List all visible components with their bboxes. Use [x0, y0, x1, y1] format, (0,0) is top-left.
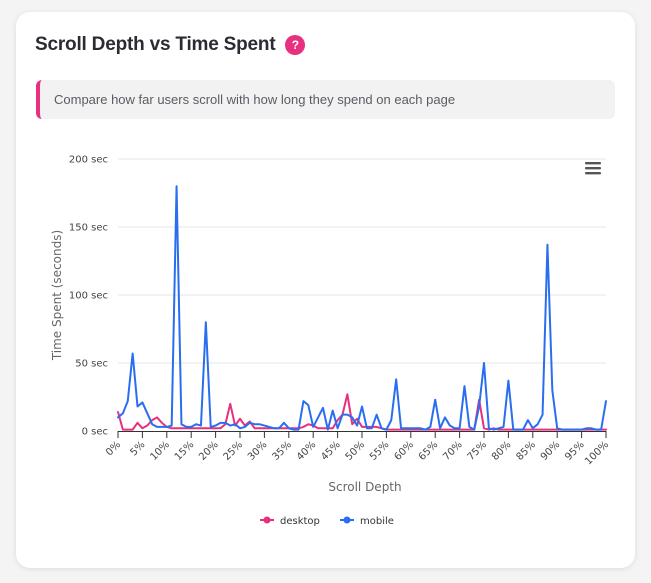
x-tick-label: 90%: [539, 439, 563, 463]
y-tick-label: 150 sec: [69, 223, 108, 234]
legend-item-desktop[interactable]: desktop: [260, 516, 320, 527]
x-tick-label: 80%: [490, 439, 514, 463]
x-tick-label: 25%: [222, 439, 246, 463]
y-tick-label: 200 sec: [69, 155, 108, 166]
x-tick-label: 55%: [368, 439, 392, 463]
legend: desktop mobile: [260, 516, 394, 527]
x-tick-label: 35%: [270, 439, 294, 463]
x-tick-label: 5%: [129, 439, 148, 458]
x-tick-label: 45%: [319, 439, 343, 463]
x-tick-label: 15%: [173, 439, 197, 463]
series-lines: [117, 185, 607, 431]
y-tick-label: 50 sec: [75, 359, 108, 370]
series-line-desktop: [117, 393, 607, 431]
y-tick-label: 0 sec: [82, 427, 108, 438]
x-tick-label: 85%: [514, 439, 538, 463]
x-tick-label: 30%: [246, 439, 270, 463]
series-line-mobile: [117, 185, 607, 431]
help-icon[interactable]: ?: [285, 35, 306, 55]
x-tick-label: 100%: [583, 439, 611, 467]
x-tick-label: 20%: [197, 439, 221, 463]
x-tick-label: 75%: [466, 439, 490, 463]
legend-label-mobile: mobile: [360, 516, 394, 527]
hamburger-menu-icon[interactable]: [580, 156, 604, 180]
x-tick-label: 50%: [344, 439, 368, 463]
x-tick-label: 10%: [148, 439, 172, 463]
x-tick-label: 60%: [392, 439, 416, 463]
legend-marker-mobile: [343, 516, 351, 524]
legend-marker-desktop: [263, 516, 271, 524]
chart-title: Scroll Depth vs Time Spent: [35, 34, 276, 55]
legend-label-desktop: desktop: [280, 516, 320, 527]
chart-card: Scroll Depth vs Time Spent ? Compare how…: [16, 12, 635, 568]
x-tick-label: 0%: [104, 439, 123, 458]
title-row: Scroll Depth vs Time Spent ?: [35, 34, 306, 56]
x-axis: 0% 5% 10% 15% 20% 25% 30% 35% 40% 45% 50% 55% 60% 65%…: [104, 431, 611, 467]
y-tick-label: 100 sec: [69, 291, 108, 302]
x-axis-title: Scroll Depth: [328, 480, 401, 494]
chart-description: Compare how far users scroll with how lo…: [36, 80, 615, 119]
y-axis-ticks: 0 sec 50 sec 100 sec 150 sec 200 sec: [69, 155, 108, 438]
legend-item-mobile[interactable]: mobile: [340, 516, 394, 527]
y-axis-title: Time Spent (seconds): [50, 230, 64, 361]
x-tick-label: 40%: [295, 439, 319, 463]
x-tick-label: 65%: [417, 439, 441, 463]
x-tick-label: 70%: [441, 439, 465, 463]
grid-lines: [118, 158, 606, 364]
